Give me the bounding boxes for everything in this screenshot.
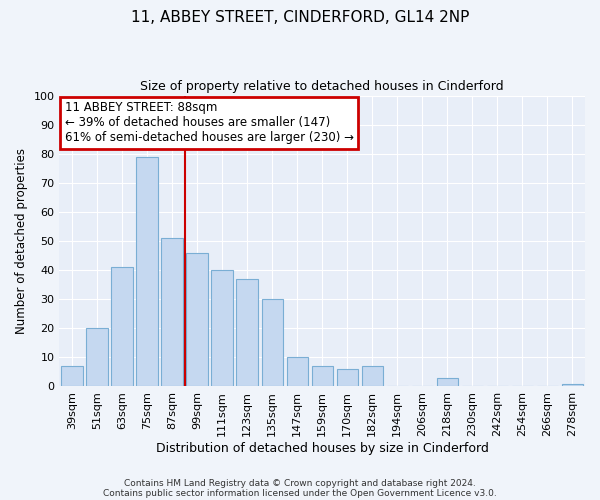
Bar (236, 279, 258, 386)
Bar (287, 358, 308, 386)
Text: 11, ABBEY STREET, CINDERFORD, GL14 2NP: 11, ABBEY STREET, CINDERFORD, GL14 2NP (131, 10, 469, 25)
Bar (211, 270, 233, 386)
Bar (187, 252, 208, 386)
Text: Contains public sector information licensed under the Open Government Licence v3: Contains public sector information licen… (103, 488, 497, 498)
Bar (311, 366, 333, 386)
Bar (362, 366, 383, 386)
X-axis label: Distribution of detached houses by size in Cinderford: Distribution of detached houses by size … (156, 442, 488, 455)
Bar (86, 328, 107, 386)
Text: 11 ABBEY STREET: 88sqm
← 39% of detached houses are smaller (147)
61% of semi-de: 11 ABBEY STREET: 88sqm ← 39% of detached… (65, 102, 353, 144)
Bar (262, 299, 283, 386)
Title: Size of property relative to detached houses in Cinderford: Size of property relative to detached ho… (140, 80, 504, 93)
Bar (337, 369, 358, 386)
Y-axis label: Number of detached properties: Number of detached properties (15, 148, 28, 334)
Bar (136, 156, 158, 386)
Bar (112, 267, 133, 386)
Bar (562, 384, 583, 386)
Bar (437, 378, 458, 386)
Text: Contains HM Land Registry data © Crown copyright and database right 2024.: Contains HM Land Registry data © Crown c… (124, 478, 476, 488)
Bar (61, 366, 83, 386)
Bar (161, 238, 182, 386)
